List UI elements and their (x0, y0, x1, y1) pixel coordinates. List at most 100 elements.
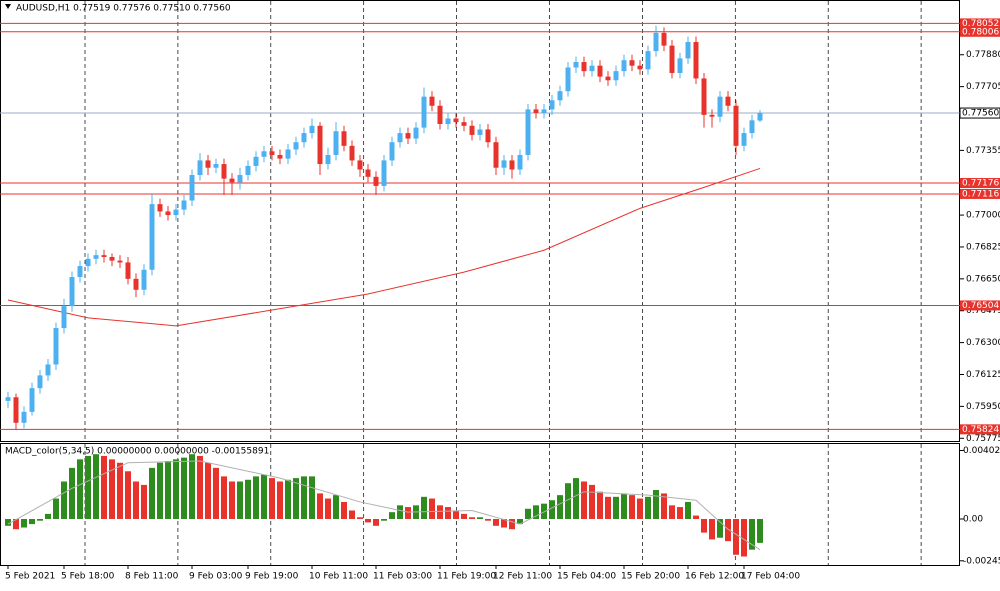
candle-body (69, 277, 75, 307)
macd-bar (637, 498, 643, 519)
x-tick-label: 17 Feb 04:00 (741, 572, 800, 582)
candle-body (181, 200, 187, 210)
candle-body (213, 164, 219, 168)
macd-bar (629, 495, 635, 519)
y-tick-label: 0.76650 (966, 274, 1000, 284)
candle-body (501, 160, 507, 168)
macd-bar (437, 505, 443, 519)
y-tick-label: 0.75775 (966, 434, 1000, 444)
macd-bar (525, 508, 531, 519)
candle-body (685, 41, 691, 59)
candle-body (357, 160, 363, 170)
candle-body (509, 160, 515, 170)
macd-bar (125, 471, 131, 519)
macd-bar (701, 518, 707, 533)
candle-body (581, 62, 587, 72)
macd-bar (749, 518, 755, 550)
candle-body (229, 178, 235, 183)
macd-bar (589, 484, 595, 519)
candle-body (317, 125, 323, 165)
x-tick-label: 9 Feb 19:00 (245, 572, 299, 582)
candle-body (573, 62, 579, 68)
macd-bar (493, 518, 499, 526)
y-tick-label: 0.76125 (966, 370, 1000, 380)
macd-bar (93, 454, 99, 519)
candle-body (61, 306, 67, 329)
macd-bar (677, 507, 683, 519)
candle-body (53, 328, 59, 365)
candle-body (477, 129, 483, 135)
macd-bar (13, 518, 19, 530)
macd-bar (365, 518, 371, 523)
candle-body (85, 258, 91, 267)
candle-body (597, 65, 603, 77)
macd-bar (621, 493, 627, 519)
candle-body (733, 105, 739, 146)
macd-bar (469, 517, 475, 519)
candle-body (621, 60, 627, 72)
candle-body (445, 118, 451, 124)
candle-body (173, 209, 179, 216)
candle-body (389, 142, 395, 161)
candle-body (693, 41, 699, 79)
y-tick-label: 0.76475 (966, 306, 1000, 316)
macd-bar (709, 518, 715, 540)
macd-bar (213, 467, 219, 519)
level-label-bg (960, 18, 1000, 29)
candle-body (141, 269, 147, 290)
macd-bar (181, 457, 187, 519)
candle-body (437, 105, 443, 124)
macd-bar (197, 455, 203, 519)
collapse-icon[interactable] (5, 4, 11, 9)
macd-y-tick-label: -0.002454 (963, 556, 1000, 566)
candle-body (77, 266, 83, 278)
candle-body (669, 45, 675, 73)
candle-body (749, 120, 755, 134)
candle-body (37, 375, 43, 389)
macd-bar (605, 496, 611, 519)
macd-bar (229, 481, 235, 519)
candle-body (541, 109, 547, 114)
level-label-bg (960, 26, 1000, 37)
candle-body (365, 169, 371, 177)
macd-bar (117, 462, 123, 519)
candle-body (349, 145, 355, 161)
macd-bar (725, 518, 731, 542)
candle-body (125, 262, 131, 279)
macd-bar (613, 496, 619, 519)
macd-bar (253, 476, 259, 519)
macd-bar (157, 462, 163, 519)
candle-body (717, 96, 723, 117)
level-label: 0.77116 (962, 189, 999, 199)
candle-body (613, 71, 619, 81)
macd-bar (429, 498, 435, 519)
candle-body (429, 96, 435, 106)
macd-bar (189, 454, 195, 519)
macd-bar (653, 490, 659, 519)
candle-body (629, 60, 635, 66)
y-tick-label: 0.77000 (966, 211, 1000, 221)
macd-bar (53, 498, 59, 519)
candle-body (397, 133, 403, 143)
macd-bar (109, 459, 115, 519)
macd-signal (7, 460, 761, 551)
candle-body (21, 411, 27, 423)
macd-bar (557, 495, 563, 519)
macd-bar (477, 517, 483, 519)
y-tick-label: 0.77355 (966, 146, 1000, 156)
macd-y-tick-label: 0.0040213 (963, 446, 1000, 456)
macd-bar (517, 518, 523, 525)
candle-body (165, 211, 171, 216)
macd-bar (349, 510, 355, 519)
candle-body (461, 122, 467, 126)
macd-bar (381, 518, 387, 521)
candle-body (189, 174, 195, 201)
candle-body (29, 388, 35, 412)
macd-bar (309, 476, 315, 519)
level-label: 0.75824 (962, 425, 999, 435)
macd-bar (61, 481, 67, 519)
y-tick-label: 0.77880 (966, 50, 1000, 60)
macd-bar (461, 513, 467, 519)
x-tick-label: 8 Feb 11:00 (125, 572, 179, 582)
macd-bar (221, 476, 227, 519)
